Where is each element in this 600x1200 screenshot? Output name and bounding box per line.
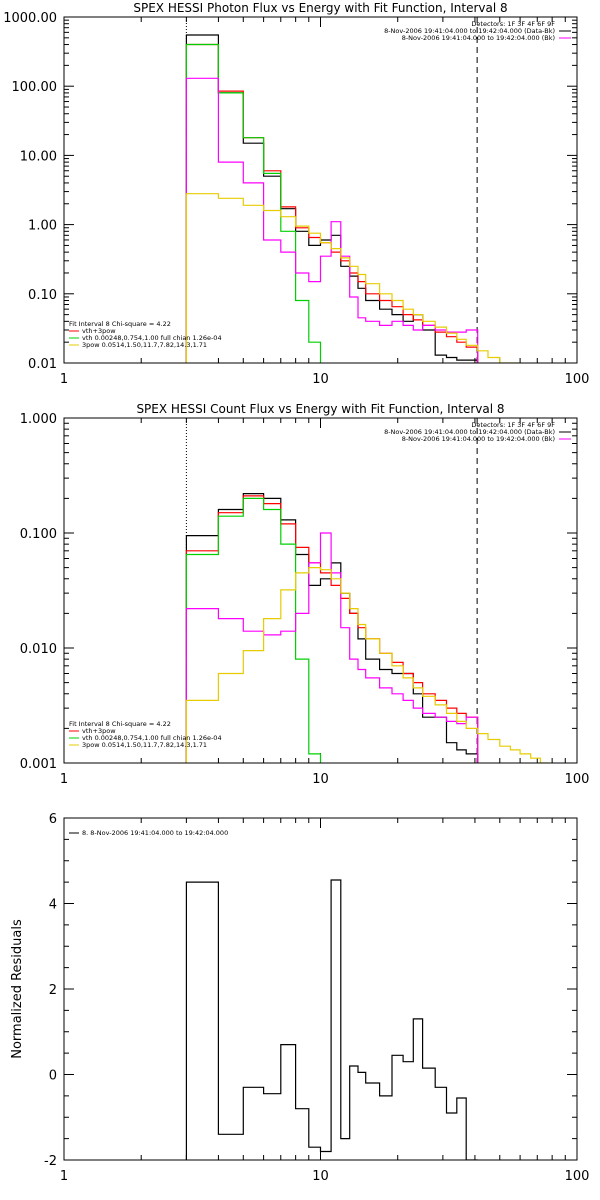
legend-text: 8. 8-Nov-2006 19:41:04.000 to 19:42:04.0… [82,829,228,837]
x-ticks [63,818,566,1160]
series-group [185,879,478,1160]
y-tick-label: 1.00 [28,219,57,234]
y-tick-label: 1.000 [20,412,57,427]
x-ticks [63,418,566,763]
legend-text: vth 0.00248,0.754,1.00 full chian 1.26e-… [82,734,222,742]
legend-text: vth+3pow [82,327,116,335]
series-line-3 [185,497,322,763]
y-tick-label: 2 [49,983,57,998]
header-line: 8-Nov-2006 19:41:04.000 to 19:42:04.000 … [384,27,555,35]
x-tick-label: 100 [565,372,590,387]
panel-2: SPEX HESSI Count Flux vs Energy with Fit… [20,402,590,787]
series-group [185,493,550,763]
series-line-5 [185,567,550,763]
y-ticks [64,817,577,1161]
x-tick-label: 100 [565,1169,590,1184]
header-line: Detectors: 1F 3F 4F 6F 9F [471,421,555,429]
x-tick-label: 10 [312,1169,329,1184]
legend-text: 3pow 0.0514,1.50,11.7,7.82,14.3,1.71 [82,741,207,749]
y-tick-label: -2 [44,1154,57,1169]
plot-frame [63,16,578,364]
header-line: 8-Nov-2006 19:41:04.000 to 19:42:04.000 … [402,34,555,42]
header-line: 8-Nov-2006 19:41:04.000 to 19:42:04.000 … [384,428,555,436]
y-tick-label: 100.00 [12,80,58,95]
y-tick-label: 10.00 [20,149,57,164]
y-tick-label: 4 [49,898,57,913]
x-tick-label: 1 [60,372,68,387]
series-line-1 [185,34,479,363]
y-tick-label: 1000.00 [3,11,57,26]
series-line-2 [185,43,479,363]
y-tick-label: 0 [49,1069,57,1084]
series-line-3 [185,43,322,363]
series-line-4 [185,532,479,763]
series-line-2 [185,495,479,763]
header-line: Detectors: 1F 3F 4F 6F 9F [471,20,555,28]
chart-title: SPEX HESSI Count Flux vs Energy with Fit… [136,402,504,416]
series-line-1 [185,493,479,763]
series-line-1 [185,879,478,1160]
legend-text: vth 0.00248,0.754,1.00 full chian 1.26e-… [82,334,222,342]
y-tick-label: 0.01 [28,357,57,372]
x-tick-label: 10 [312,372,329,387]
header-line: 8-Nov-2006 19:41:04.000 to 19:42:04.000 … [402,435,555,443]
plot-frame [63,817,578,1161]
series-line-4 [185,77,479,363]
y-ticks [64,422,577,764]
panel-3: Normalized Residuals 1 10 100 -2 0 2 4 6 8. 8-Nov… [10,812,589,1184]
y-tick-label: 0.100 [20,527,57,542]
legend-text: Fit Interval 8 Chi-square = 4.22 [69,320,171,328]
y-tick-label: 0.010 [20,642,57,657]
legend-text: Fit Interval 8 Chi-square = 4.22 [69,720,171,728]
series-group [185,34,521,363]
y-tick-label: 0.10 [28,288,57,303]
y-axis-label: Normalized Residuals [10,919,25,1059]
y-tick-label: 6 [49,812,57,827]
legend-text: 3pow 0.0514,1.50,11.7,7.82,14.3,1.71 [82,341,207,349]
chart-title: SPEX HESSI Photon Flux vs Energy with Fi… [133,1,507,15]
x-ticks [63,17,566,363]
x-tick-label: 1 [60,1169,68,1184]
series-line-5 [185,193,521,363]
plot-frame [63,417,578,764]
panel-1: SPEX HESSI Photon Flux vs Energy with Fi… [3,1,589,387]
x-tick-label: 10 [312,772,329,787]
y-ticks [64,19,577,364]
y-tick-label: 0.001 [20,757,57,772]
x-tick-label: 1 [60,772,68,787]
legend-text: vth+3pow [82,727,116,735]
x-tick-label: 100 [565,772,590,787]
